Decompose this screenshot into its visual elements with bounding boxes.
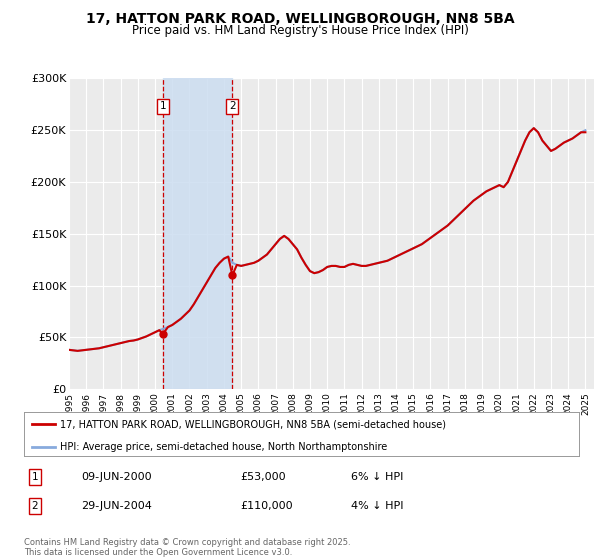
Text: 6% ↓ HPI: 6% ↓ HPI <box>351 472 403 482</box>
Text: Contains HM Land Registry data © Crown copyright and database right 2025.
This d: Contains HM Land Registry data © Crown c… <box>24 538 350 557</box>
Text: 09-JUN-2000: 09-JUN-2000 <box>81 472 152 482</box>
Text: 17, HATTON PARK ROAD, WELLINGBOROUGH, NN8 5BA: 17, HATTON PARK ROAD, WELLINGBOROUGH, NN… <box>86 12 514 26</box>
Text: £110,000: £110,000 <box>240 501 293 511</box>
Text: HPI: Average price, semi-detached house, North Northamptonshire: HPI: Average price, semi-detached house,… <box>60 441 388 451</box>
Text: 2: 2 <box>229 101 236 111</box>
Text: 29-JUN-2004: 29-JUN-2004 <box>81 501 152 511</box>
Bar <box>163 78 232 389</box>
Text: 1: 1 <box>160 101 166 111</box>
Text: £53,000: £53,000 <box>240 472 286 482</box>
Text: Price paid vs. HM Land Registry's House Price Index (HPI): Price paid vs. HM Land Registry's House … <box>131 24 469 37</box>
Text: 4% ↓ HPI: 4% ↓ HPI <box>351 501 404 511</box>
Text: 2: 2 <box>31 501 38 511</box>
Text: 1: 1 <box>31 472 38 482</box>
Text: 17, HATTON PARK ROAD, WELLINGBOROUGH, NN8 5BA (semi-detached house): 17, HATTON PARK ROAD, WELLINGBOROUGH, NN… <box>60 419 446 429</box>
